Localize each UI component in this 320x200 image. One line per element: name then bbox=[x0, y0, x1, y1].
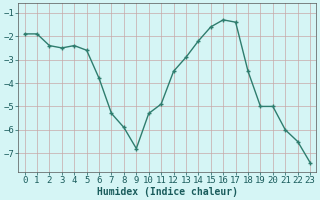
X-axis label: Humidex (Indice chaleur): Humidex (Indice chaleur) bbox=[97, 186, 238, 197]
